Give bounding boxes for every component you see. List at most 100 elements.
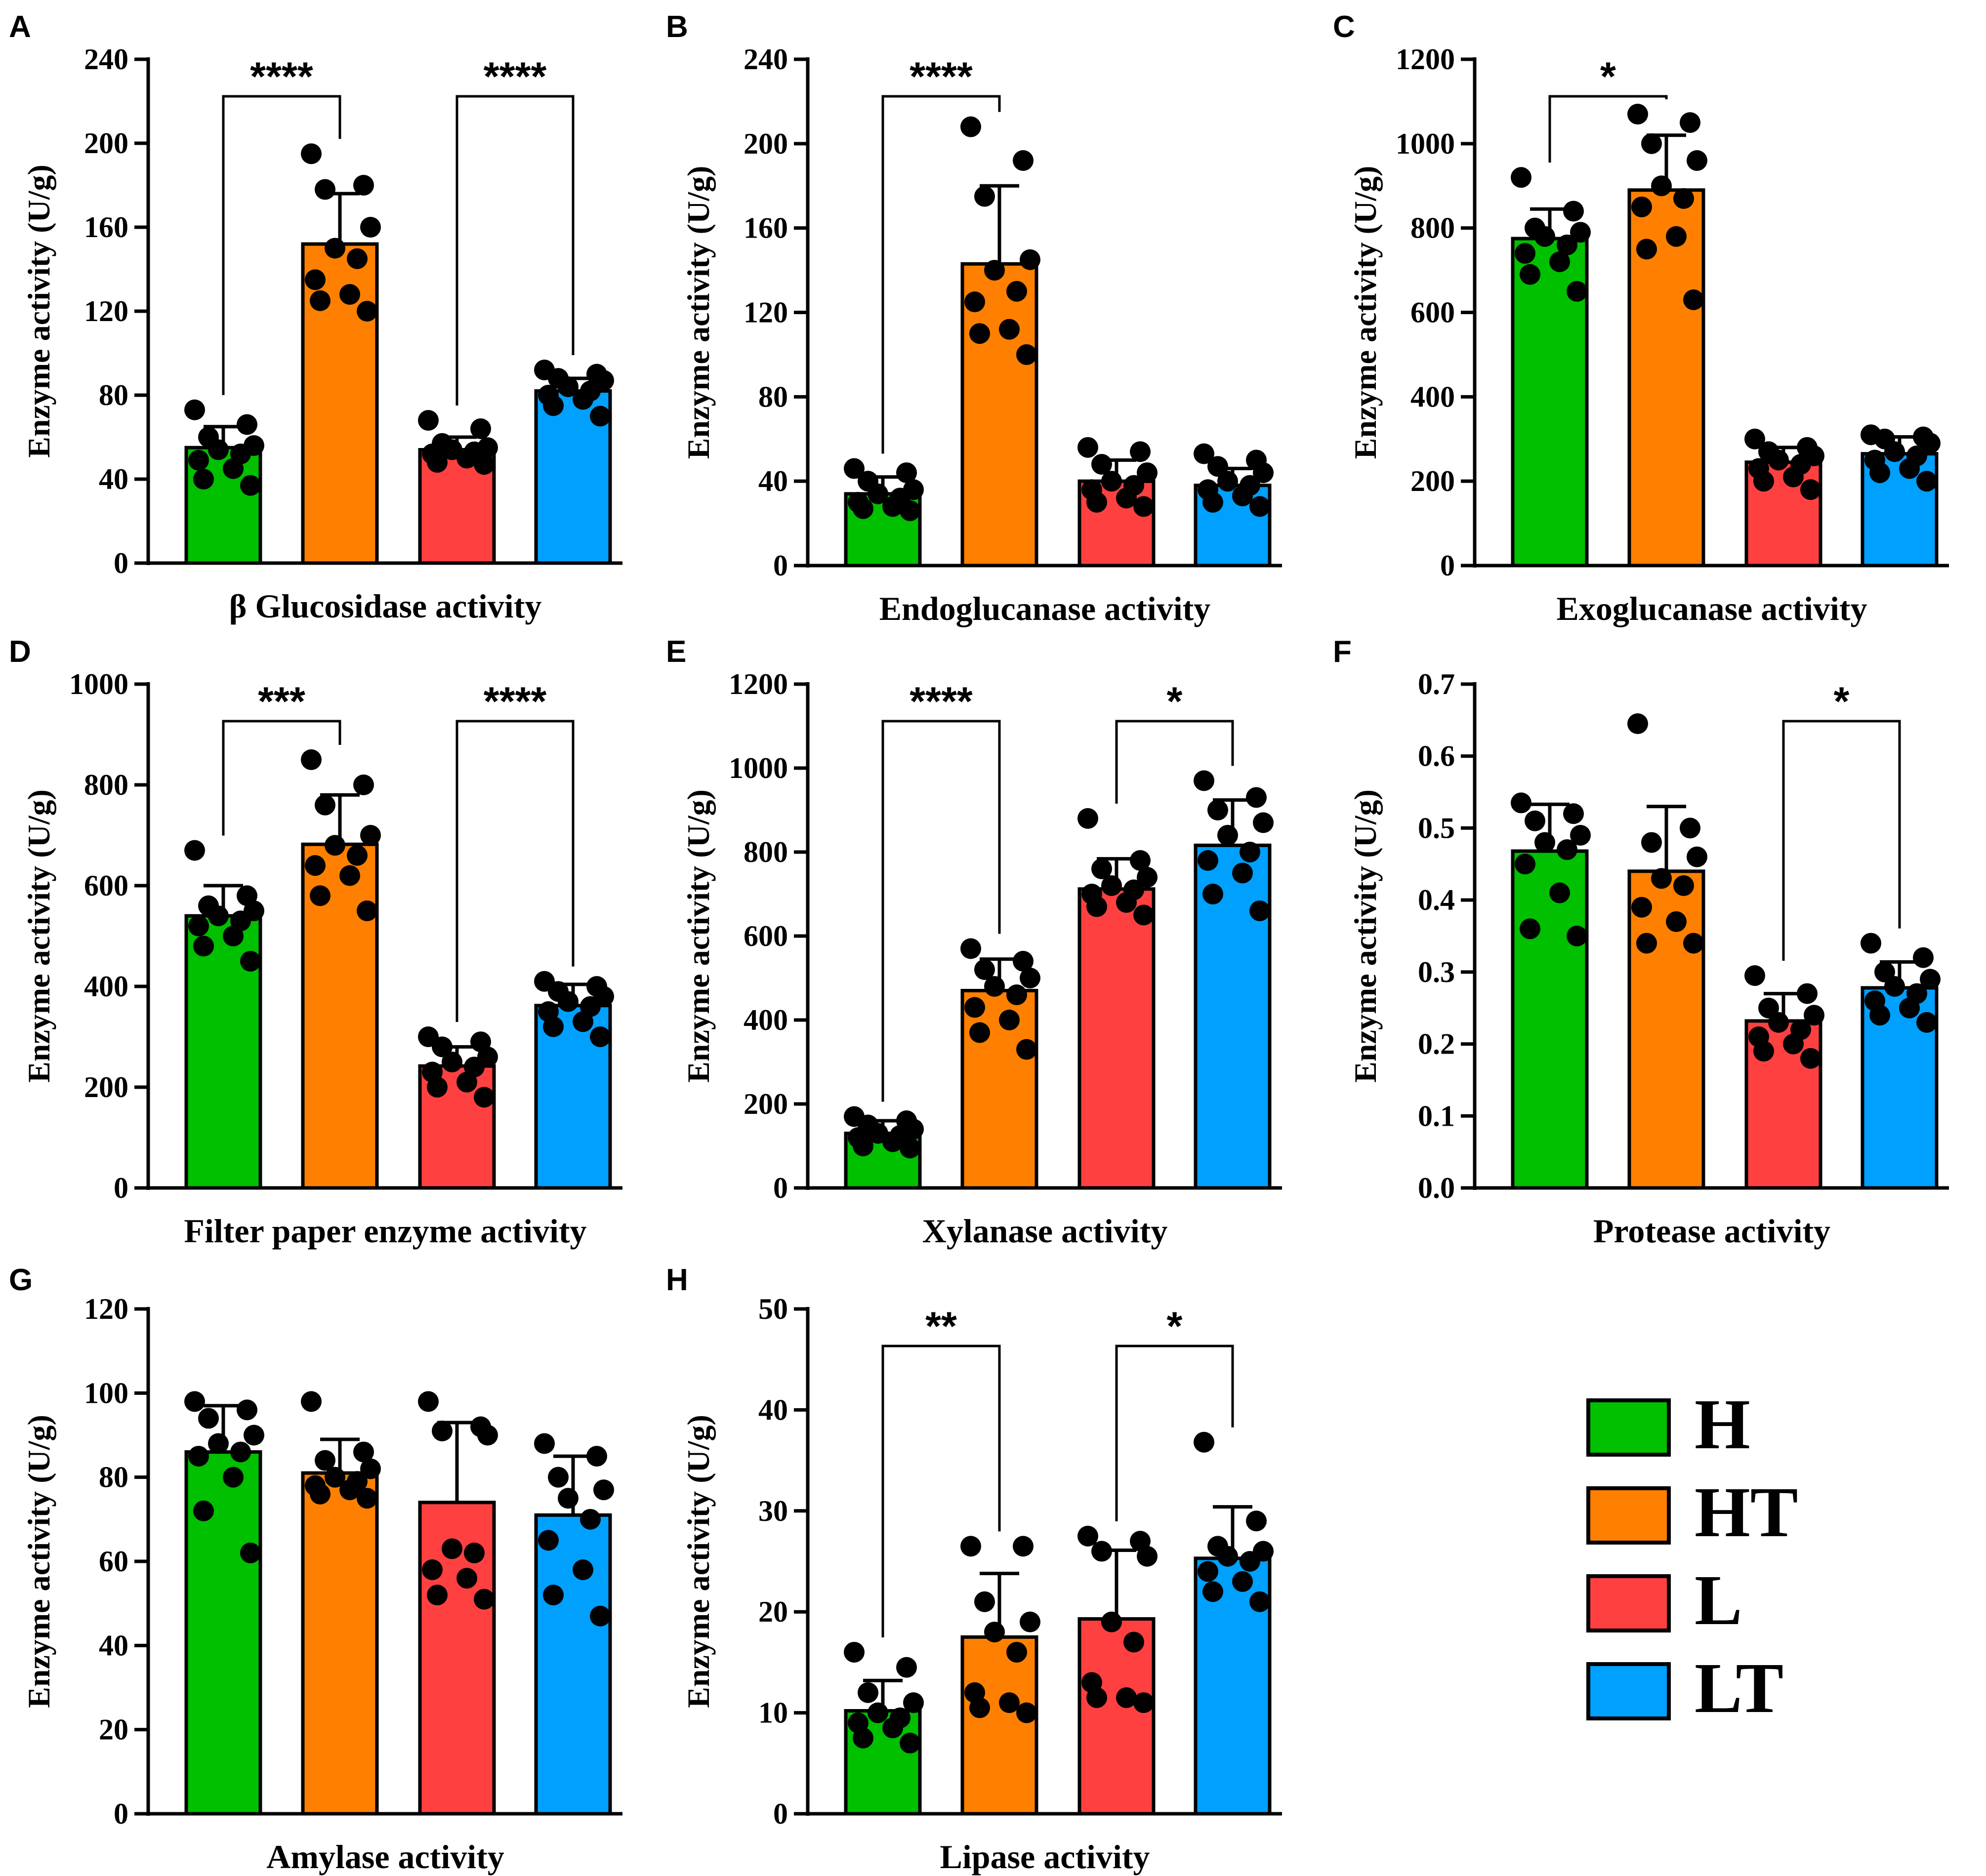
y-tick-label: 0.2 <box>1418 1028 1455 1060</box>
data-point <box>442 1052 462 1072</box>
data-point <box>543 1016 564 1037</box>
panel-letter: E <box>666 635 686 669</box>
y-tick-label: 40 <box>99 1629 128 1662</box>
data-point <box>474 454 495 475</box>
x-axis-title: Lipase activity <box>940 1838 1150 1876</box>
data-point <box>969 323 990 344</box>
data-point <box>301 1391 322 1412</box>
significance-label: **** <box>910 679 973 724</box>
data-point <box>1101 1611 1122 1632</box>
significance-label: * <box>1167 679 1183 724</box>
data-point <box>1202 491 1223 513</box>
y-tick-label: 600 <box>744 920 788 952</box>
data-point <box>1627 104 1648 125</box>
data-point <box>984 1622 1005 1643</box>
data-point <box>1116 488 1137 509</box>
data-point <box>1511 167 1531 188</box>
y-tick-label: 0.3 <box>1418 956 1455 988</box>
data-point <box>1800 479 1821 500</box>
y-tick-label: 800 <box>744 836 788 868</box>
data-point <box>193 936 214 957</box>
significance-bracket <box>881 720 1001 1102</box>
data-point <box>900 1138 920 1159</box>
data-point <box>1768 1012 1789 1033</box>
data-point <box>1783 466 1804 488</box>
data-point <box>184 840 205 861</box>
data-point <box>858 1682 878 1703</box>
data-point <box>357 301 377 322</box>
y-tick-label: 0.1 <box>1418 1100 1455 1132</box>
bar-ht <box>960 1635 1038 1816</box>
data-point <box>1137 1546 1158 1567</box>
y-tick-label: 0 <box>773 1172 788 1204</box>
chart-panel-h: H 0 10 20 30 40 50 Enzyme activity (U/g) Lipase … <box>666 1263 1282 1876</box>
data-point <box>470 418 491 439</box>
data-point <box>477 1425 498 1446</box>
y-tick-label: 200 <box>1410 465 1455 497</box>
data-point <box>974 1591 995 1612</box>
y-tick-label: 40 <box>99 463 128 495</box>
data-point <box>984 976 1005 997</box>
data-point <box>853 1136 873 1156</box>
data-point <box>1520 918 1540 939</box>
data-point <box>964 291 985 313</box>
data-point <box>223 458 244 479</box>
data-point <box>301 143 322 164</box>
data-point <box>590 1605 611 1627</box>
data-point <box>1207 800 1228 820</box>
y-tick-label: 160 <box>744 212 788 245</box>
data-point <box>1020 249 1040 270</box>
data-point <box>1534 226 1555 247</box>
y-tick-label: 100 <box>84 1377 128 1409</box>
y-tick-label: 160 <box>84 211 128 244</box>
y-tick-label: 200 <box>744 1088 788 1120</box>
data-point <box>456 448 477 469</box>
data-point <box>360 217 381 238</box>
data-point <box>960 1536 981 1557</box>
data-point <box>1116 1687 1137 1708</box>
data-point <box>1133 496 1154 517</box>
data-point <box>1232 1571 1253 1592</box>
data-point <box>1016 1702 1037 1723</box>
data-point <box>1570 222 1591 243</box>
data-point <box>456 1071 477 1093</box>
chart-panel-c: C 0 200 400 600 800 1000 1200 Enzyme activity (U… <box>1333 10 1949 627</box>
y-tick-label: 0 <box>114 1172 128 1204</box>
data-point <box>305 855 326 876</box>
data-point <box>474 1087 495 1108</box>
y-tick-label: 0 <box>114 1797 128 1830</box>
data-point <box>1013 150 1034 171</box>
data-point <box>1123 1631 1144 1653</box>
y-tick-label: 0.7 <box>1418 668 1455 700</box>
data-point <box>969 1022 990 1043</box>
data-point <box>896 1657 917 1678</box>
data-point <box>223 1467 244 1488</box>
data-point <box>1202 1581 1223 1602</box>
chart-panel-d: D 0 200 400 600 800 1000 Enzyme activity (U/g) F… <box>9 635 622 1250</box>
data-point <box>188 915 209 937</box>
data-point <box>1525 810 1545 831</box>
data-point <box>1920 969 1941 990</box>
significance-label: ** <box>925 1304 957 1349</box>
data-point <box>1246 787 1267 808</box>
significance-label: * <box>1167 1304 1183 1349</box>
data-point <box>325 1467 345 1488</box>
legend-label-h: H <box>1695 1385 1750 1464</box>
data-point <box>1549 882 1570 903</box>
data-point <box>1091 454 1112 475</box>
data-point <box>1666 226 1687 247</box>
chart-panel-f: F 0.0 0.1 0.2 0.3 0.4 0.5 0.6 0.7 Enzyme activity… <box>1333 635 1949 1250</box>
data-point <box>900 1732 920 1754</box>
significance-bracket <box>1548 95 1668 163</box>
data-point <box>1091 858 1112 879</box>
significance-bracket <box>1115 720 1234 804</box>
y-tick-label: 1000 <box>69 668 128 700</box>
data-point <box>868 483 888 504</box>
legend-swatch-l <box>1586 1574 1671 1632</box>
data-point <box>868 1702 888 1723</box>
data-point <box>474 1589 495 1610</box>
panel-letter: H <box>666 1263 688 1297</box>
data-point <box>1683 933 1704 954</box>
data-point <box>1217 471 1238 492</box>
data-point <box>1207 456 1228 477</box>
